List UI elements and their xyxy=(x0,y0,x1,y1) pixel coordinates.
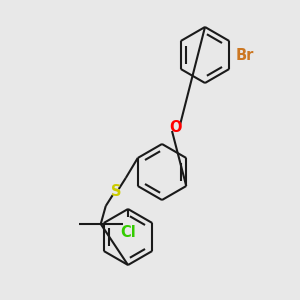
Text: S: S xyxy=(110,184,121,200)
Text: Br: Br xyxy=(236,47,254,62)
Text: Cl: Cl xyxy=(120,225,136,240)
Text: O: O xyxy=(170,121,182,136)
